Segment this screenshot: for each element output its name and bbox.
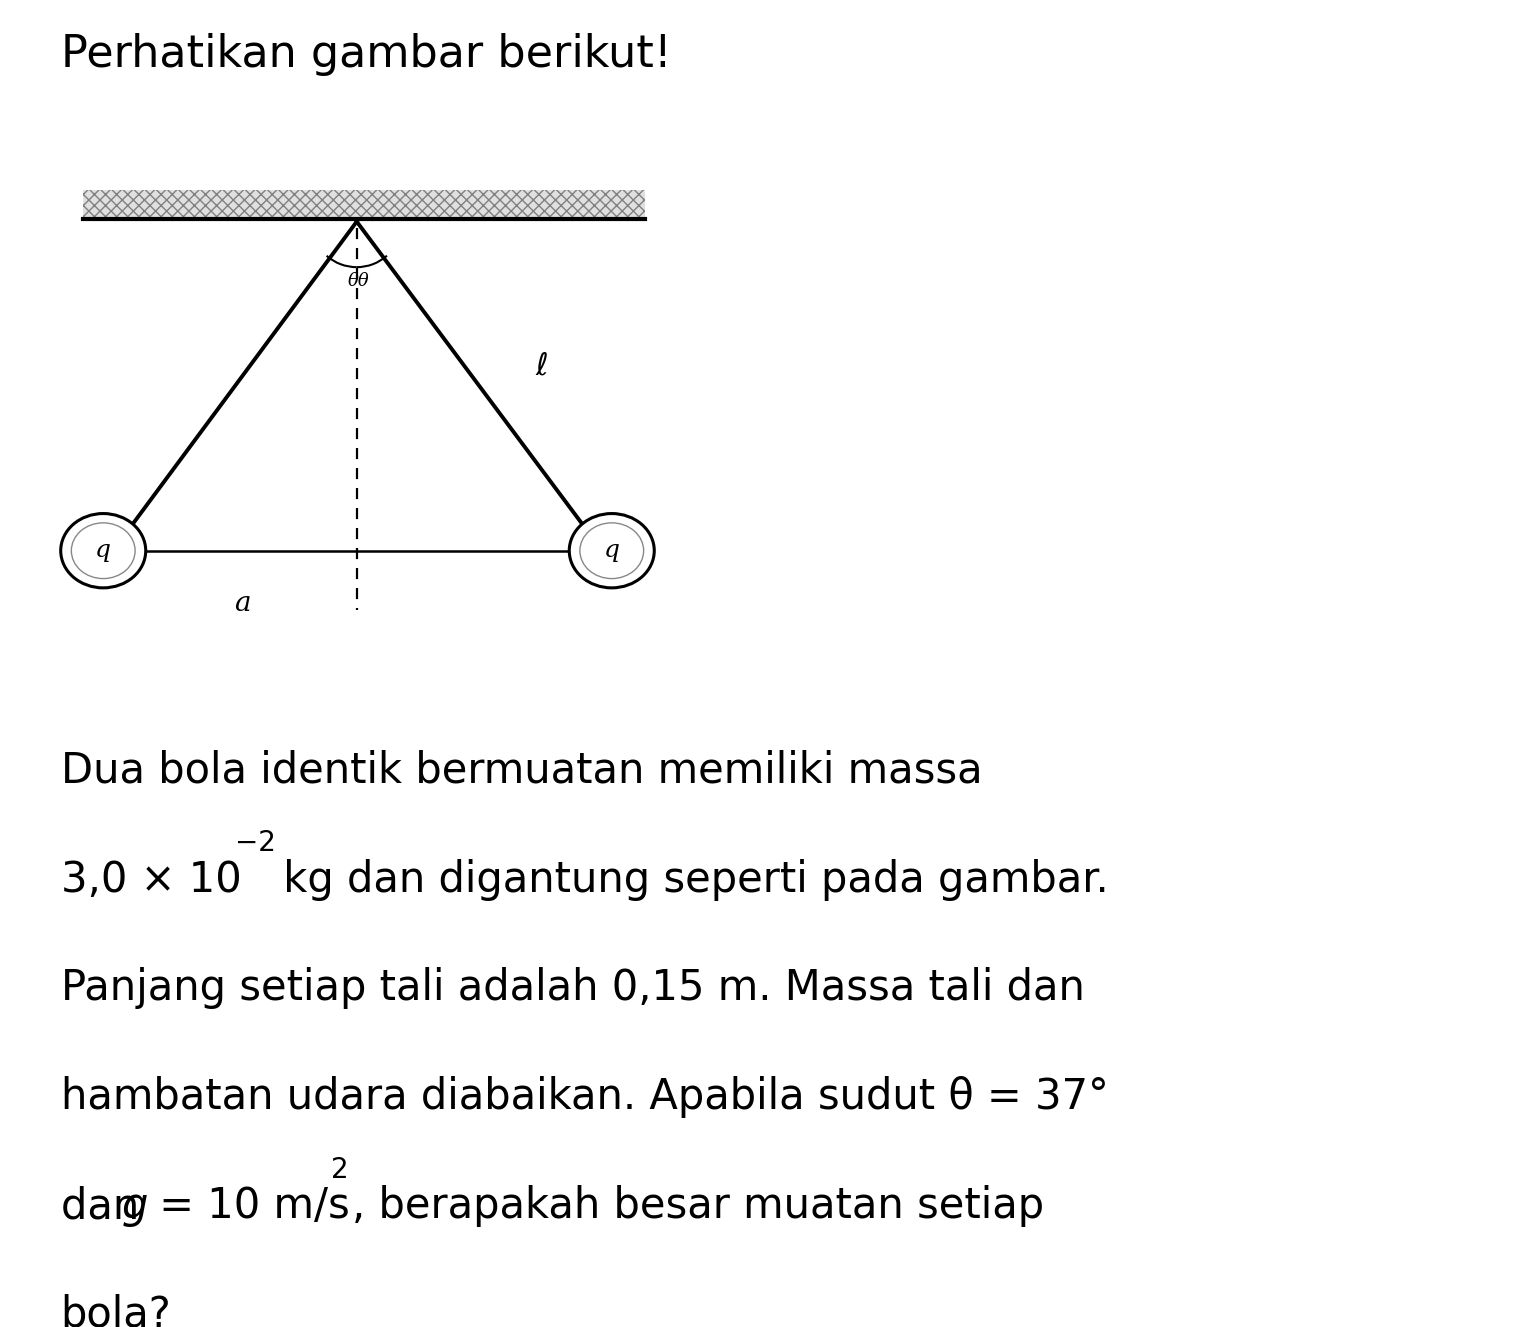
Bar (83, 190, 645, 219)
Text: dan: dan (61, 1185, 152, 1227)
Text: = 10 m/s: = 10 m/s (146, 1185, 349, 1227)
Text: 3,0 × 10: 3,0 × 10 (61, 859, 241, 901)
Circle shape (61, 514, 146, 588)
Text: $\ell$: $\ell$ (536, 352, 548, 381)
Text: , berapakah besar muatan setiap: , berapakah besar muatan setiap (352, 1185, 1044, 1227)
Circle shape (569, 514, 654, 588)
Text: Perhatikan gambar berikut!: Perhatikan gambar berikut! (61, 33, 671, 76)
Text: g: g (121, 1185, 147, 1227)
Text: 2: 2 (331, 1156, 349, 1184)
Text: hambatan udara diabaikan. Apabila sudut θ = 37°: hambatan udara diabaikan. Apabila sudut … (61, 1076, 1108, 1119)
Text: bola?: bola? (61, 1294, 172, 1327)
Text: q: q (604, 539, 619, 563)
Text: θθ: θθ (348, 272, 369, 291)
Text: a: a (234, 591, 250, 617)
Text: q: q (96, 539, 111, 563)
Text: kg dan digantung seperti pada gambar.: kg dan digantung seperti pada gambar. (270, 859, 1110, 901)
Text: −2: −2 (235, 829, 276, 857)
Text: Panjang setiap tali adalah 0,15 m. Massa tali dan: Panjang setiap tali adalah 0,15 m. Massa… (61, 967, 1084, 1010)
Text: Dua bola identik bermuatan memiliki massa: Dua bola identik bermuatan memiliki mass… (61, 750, 982, 792)
